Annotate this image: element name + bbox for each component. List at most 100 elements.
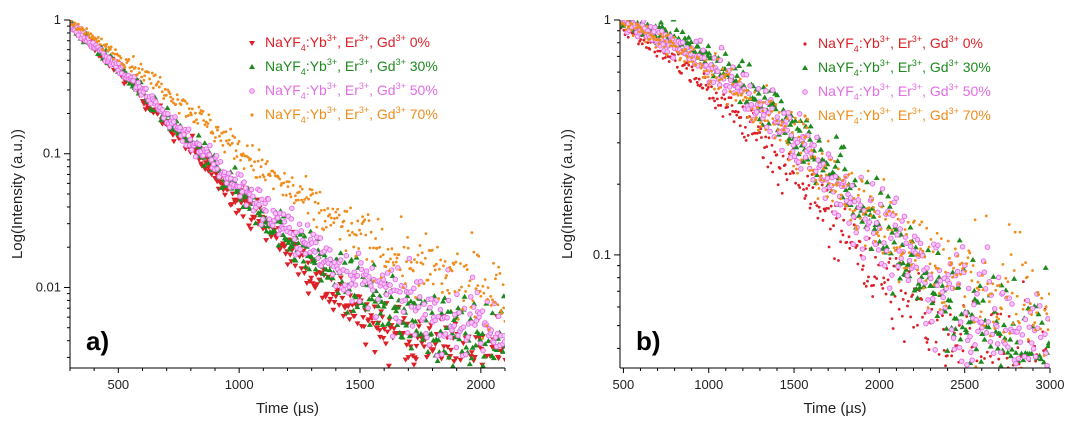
data-point: [501, 339, 505, 345]
data-point: [1024, 261, 1028, 265]
data-point: [402, 245, 406, 249]
data-point: [1042, 354, 1046, 357]
data-point: [666, 55, 670, 58]
data-point: [949, 313, 952, 317]
data-point: [208, 157, 215, 163]
data-point: [281, 219, 288, 225]
data-point: [755, 85, 762, 92]
data-point: [266, 216, 273, 222]
data-point: [619, 0, 622, 1]
data-point: [313, 200, 317, 204]
data-point: [759, 127, 763, 131]
data-point: [341, 287, 347, 293]
data-point: [229, 127, 232, 131]
data-point: [467, 316, 474, 322]
x-tick-label: 500: [107, 377, 129, 392]
data-point: [183, 99, 187, 103]
data-point: [664, 34, 668, 38]
data-point: [697, 77, 701, 81]
data-point: [292, 257, 299, 263]
x-tick-label: 1000: [694, 377, 723, 392]
data-point: [309, 193, 313, 197]
data-point: [372, 279, 376, 283]
data-point: [502, 306, 505, 310]
data-point: [985, 319, 992, 325]
data-point: [301, 233, 308, 239]
data-point: [689, 80, 693, 83]
data-point: [672, 35, 676, 39]
data-point: [825, 206, 828, 210]
data-point: [811, 142, 817, 149]
data-point: [875, 277, 879, 280]
data-point: [494, 277, 497, 281]
data-point: [354, 321, 361, 327]
data-point: [692, 48, 696, 51]
data-point: [983, 261, 987, 265]
data-point: [737, 99, 744, 105]
data-point: [87, 33, 91, 37]
data-point: [432, 264, 436, 268]
data-point: [679, 56, 682, 60]
data-point: [302, 251, 309, 257]
data-point: [851, 213, 857, 220]
legend-subscript: 4: [301, 67, 306, 77]
data-point: [705, 88, 709, 91]
data-point: [406, 246, 410, 250]
data-point: [348, 256, 355, 262]
data-point: [889, 300, 893, 304]
data-point: [880, 205, 884, 209]
data-point: [767, 128, 773, 135]
data-point: [844, 175, 848, 179]
data-point: [498, 271, 502, 275]
data-point: [262, 200, 268, 207]
data-point: [916, 323, 919, 327]
data-point: [761, 112, 767, 118]
data-points: [70, 20, 505, 368]
data-point: [354, 304, 361, 310]
data-point: [699, 83, 703, 86]
data-point: [423, 256, 427, 260]
data-point: [740, 92, 744, 96]
data-point: [833, 133, 840, 139]
data-point: [168, 130, 175, 136]
data-point: [172, 114, 178, 120]
legend-entry-label: NaYF4:Yb3+, Er3+, Gd3+ 0%: [265, 33, 430, 53]
data-point: [313, 239, 319, 246]
data-point: [143, 85, 149, 92]
data-point: [859, 218, 866, 224]
data-point: [298, 228, 305, 234]
data-point: [127, 57, 131, 61]
data-point: [872, 206, 875, 209]
data-point: [346, 317, 353, 323]
data-point: [190, 107, 194, 111]
data-point: [1032, 323, 1035, 327]
data-point: [973, 346, 980, 352]
data-point: [236, 142, 240, 146]
data-point: [147, 70, 150, 74]
data-point: [367, 219, 371, 223]
data-point: [940, 237, 943, 241]
data-point: [332, 283, 339, 289]
data-point: [305, 291, 312, 297]
data-point: [990, 350, 997, 357]
data-point: [903, 340, 906, 344]
data-point: [387, 260, 390, 264]
data-point: [337, 213, 341, 217]
data-point: [972, 320, 976, 324]
data-point: [901, 213, 908, 220]
data-point: [373, 314, 379, 320]
data-point: [1020, 367, 1023, 368]
data-point: [654, 45, 658, 49]
data-point: [1012, 349, 1019, 355]
legend-entry-label: NaYF4:Yb3+, Er3+, Gd3+ 70%: [265, 105, 438, 125]
data-point: [320, 270, 327, 276]
data-point: [993, 327, 997, 330]
data-point: [338, 237, 342, 241]
data-point: [987, 343, 994, 349]
data-point: [691, 60, 695, 64]
data-point: [201, 109, 205, 113]
data-point: [177, 124, 183, 131]
data-point: [725, 69, 729, 73]
data-point: [172, 101, 175, 105]
data-point: [939, 282, 946, 288]
